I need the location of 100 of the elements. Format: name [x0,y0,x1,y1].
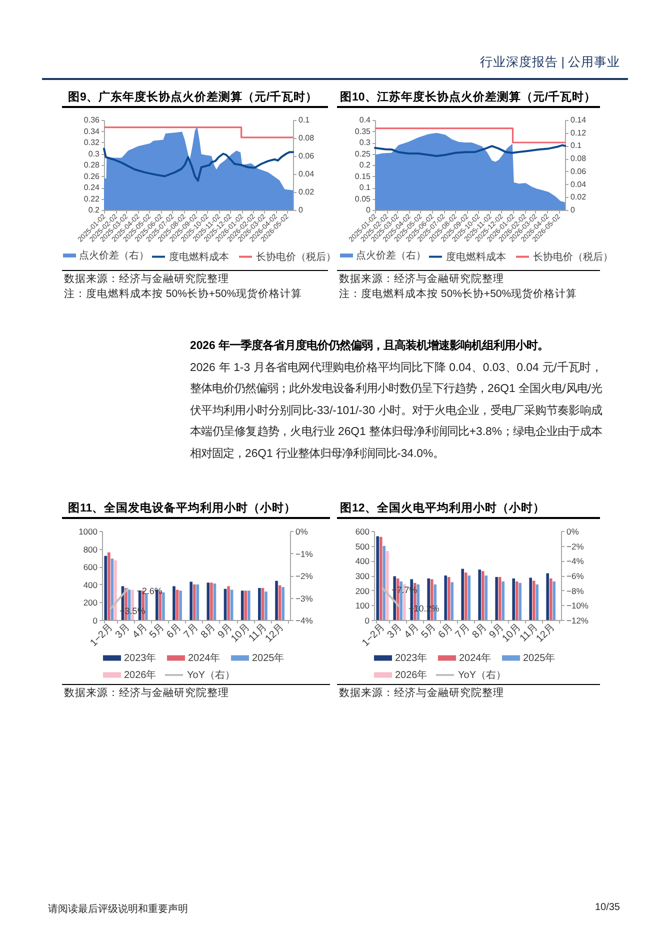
y2-tick-label: −12% [566,616,589,626]
legend-label: 2026年 [124,669,156,681]
y2-tick-label: 0.06 [298,152,315,160]
bar [495,576,498,620]
text: 注：度电燃料成本按 50%长协+50%现货价格计算 [64,287,302,301]
text: 10/35 [594,902,620,913]
bar [502,581,505,620]
y-tick-label: 0.15 [354,172,372,181]
bar [179,590,182,620]
x-tick-label: 6月 [436,622,456,641]
bar [240,590,244,620]
y-tick-label: 400 [83,580,98,590]
x-tick-label: 3月 [385,622,404,641]
y-tick-label: 0.05 [354,194,372,204]
chart-title: 图12、全国火电平均利用小时（小时） [340,500,545,514]
y2-tick-label: 0.02 [570,192,587,202]
y-tick-label: 300 [355,571,370,581]
chart-title: 图9、广东年度长协点火价差测算（元/千瓦时） [68,90,318,104]
y-tick-label: 0.36 [84,116,100,124]
legend-label: YoY（右） [187,670,235,681]
bar [172,586,176,620]
y-tick-label: 500 [355,541,370,552]
bar [450,582,454,620]
line-series [103,148,294,182]
bar [461,568,464,620]
bar [468,576,471,620]
y2-tick-label: 0.12 [570,128,587,138]
bar [244,590,248,620]
x-tick-label: 7月 [182,622,201,641]
data-label: −10.2% [408,604,440,614]
legend-label: 度电燃料成本 [169,250,229,263]
y2-tick-label: 0.04 [298,170,315,178]
bar [515,581,518,620]
source-note: 数据来源：经济与金融研究院整理 [64,272,229,286]
bar [144,593,148,620]
y2-tick-label: −2% [566,541,584,552]
x-tick-label: 5月 [419,622,438,641]
y-tick-label: 0 [364,616,370,626]
y-tick-label: 0.24 [84,183,100,192]
y2-tick-label: 0 [570,206,576,214]
y-tick-label: 0.32 [84,138,100,147]
y2-tick-label: 0.14 [570,116,587,124]
y-tick-label: 0 [92,616,98,626]
y-tick-label: 800 [83,544,98,554]
bar [376,536,380,620]
bar [104,556,108,620]
y2-tick-label: 0.08 [570,154,587,164]
bar [379,536,382,620]
y-tick-label: 1000 [78,526,98,536]
bar [196,584,200,620]
bar [512,578,516,620]
bar [484,576,488,620]
y-tick-label: 0.35 [354,126,372,136]
bar [114,560,117,620]
y-tick-label: 0.2 [359,160,372,170]
text: 行业深度报告 | 公用事业 [480,54,620,71]
x-tick-label: 8月 [199,622,218,641]
text: 2026 年 1-3 月各省电网代理购电价格平均同比下降 0.04、0.03、0.04 元/千瓦时，整体电价仍然偏弱；此外发电设备利用小时数仍呈下行趋势，26Q1 全国火电/风电/光伏平均利用小时分别同比-33/-101/-30 小时。对于火电企业，受电厂采购节奏影响成本端仍呈修复趋势，火电行业 26Q1 整体归母净利润同比+3.8%；绿电企业由于成本相对固定，26Q1 行业整体归母净利润同比-34.0%。 [190,362,602,460]
bar [227,586,230,620]
y-tick-label: 0.28 [84,160,100,170]
bar [275,580,278,620]
y2-tick-label: 0.02 [298,188,315,196]
y2-tick-label: 0.08 [298,134,315,142]
y-tick-label: 0.22 [84,194,100,204]
y-tick-label: 200 [355,586,370,596]
y-tick-label: 600 [355,526,370,536]
y-tick-label: 0.2 [88,206,100,214]
bar [532,580,536,620]
y2-tick-label: 0% [566,526,580,536]
data-label: −3.5% [120,606,146,616]
legend-label: 2024年 [459,652,492,664]
y2-tick-label: 0% [296,526,308,536]
y-tick-label: 0.1 [359,183,372,192]
data-label: −7.7% [392,585,418,596]
source-note: 数据来源：经济与金融研究院整理 [339,686,504,700]
bar [264,592,268,620]
legend-label: 点火价差（右） [79,250,149,262]
bar [444,576,448,620]
bar [210,582,213,620]
y2-tick-label: 0.1 [298,116,310,124]
chart-title: 图11、全国发电设备平均利用小时（小时） [68,500,296,514]
y2-tick-label: −3% [296,593,314,604]
bar [248,590,250,620]
bar [529,578,532,620]
data-label: −2.6% [136,586,162,596]
chart-title: 图10、江苏年度长协点火价差测算（元/千瓦时） [340,90,596,104]
bar [549,578,552,620]
legend-label: 长协电价（税后） [256,250,336,263]
x-tick-label: 3月 [114,622,132,641]
source-note: 数据来源：经济与金融研究院整理 [339,272,504,286]
y-tick-label: 0.26 [84,172,100,181]
y2-tick-label: 0.1 [570,141,582,150]
x-tick-label: 4月 [402,622,422,641]
legend-label: 2023年 [124,652,156,664]
bar [546,573,550,620]
bar [108,552,110,620]
y-tick-label: 0.4 [359,116,372,124]
text: 请阅读最后评级说明和重要声明 [48,902,188,916]
y-tick-label: 0.3 [359,138,372,147]
y-tick-label: 0 [366,206,372,214]
